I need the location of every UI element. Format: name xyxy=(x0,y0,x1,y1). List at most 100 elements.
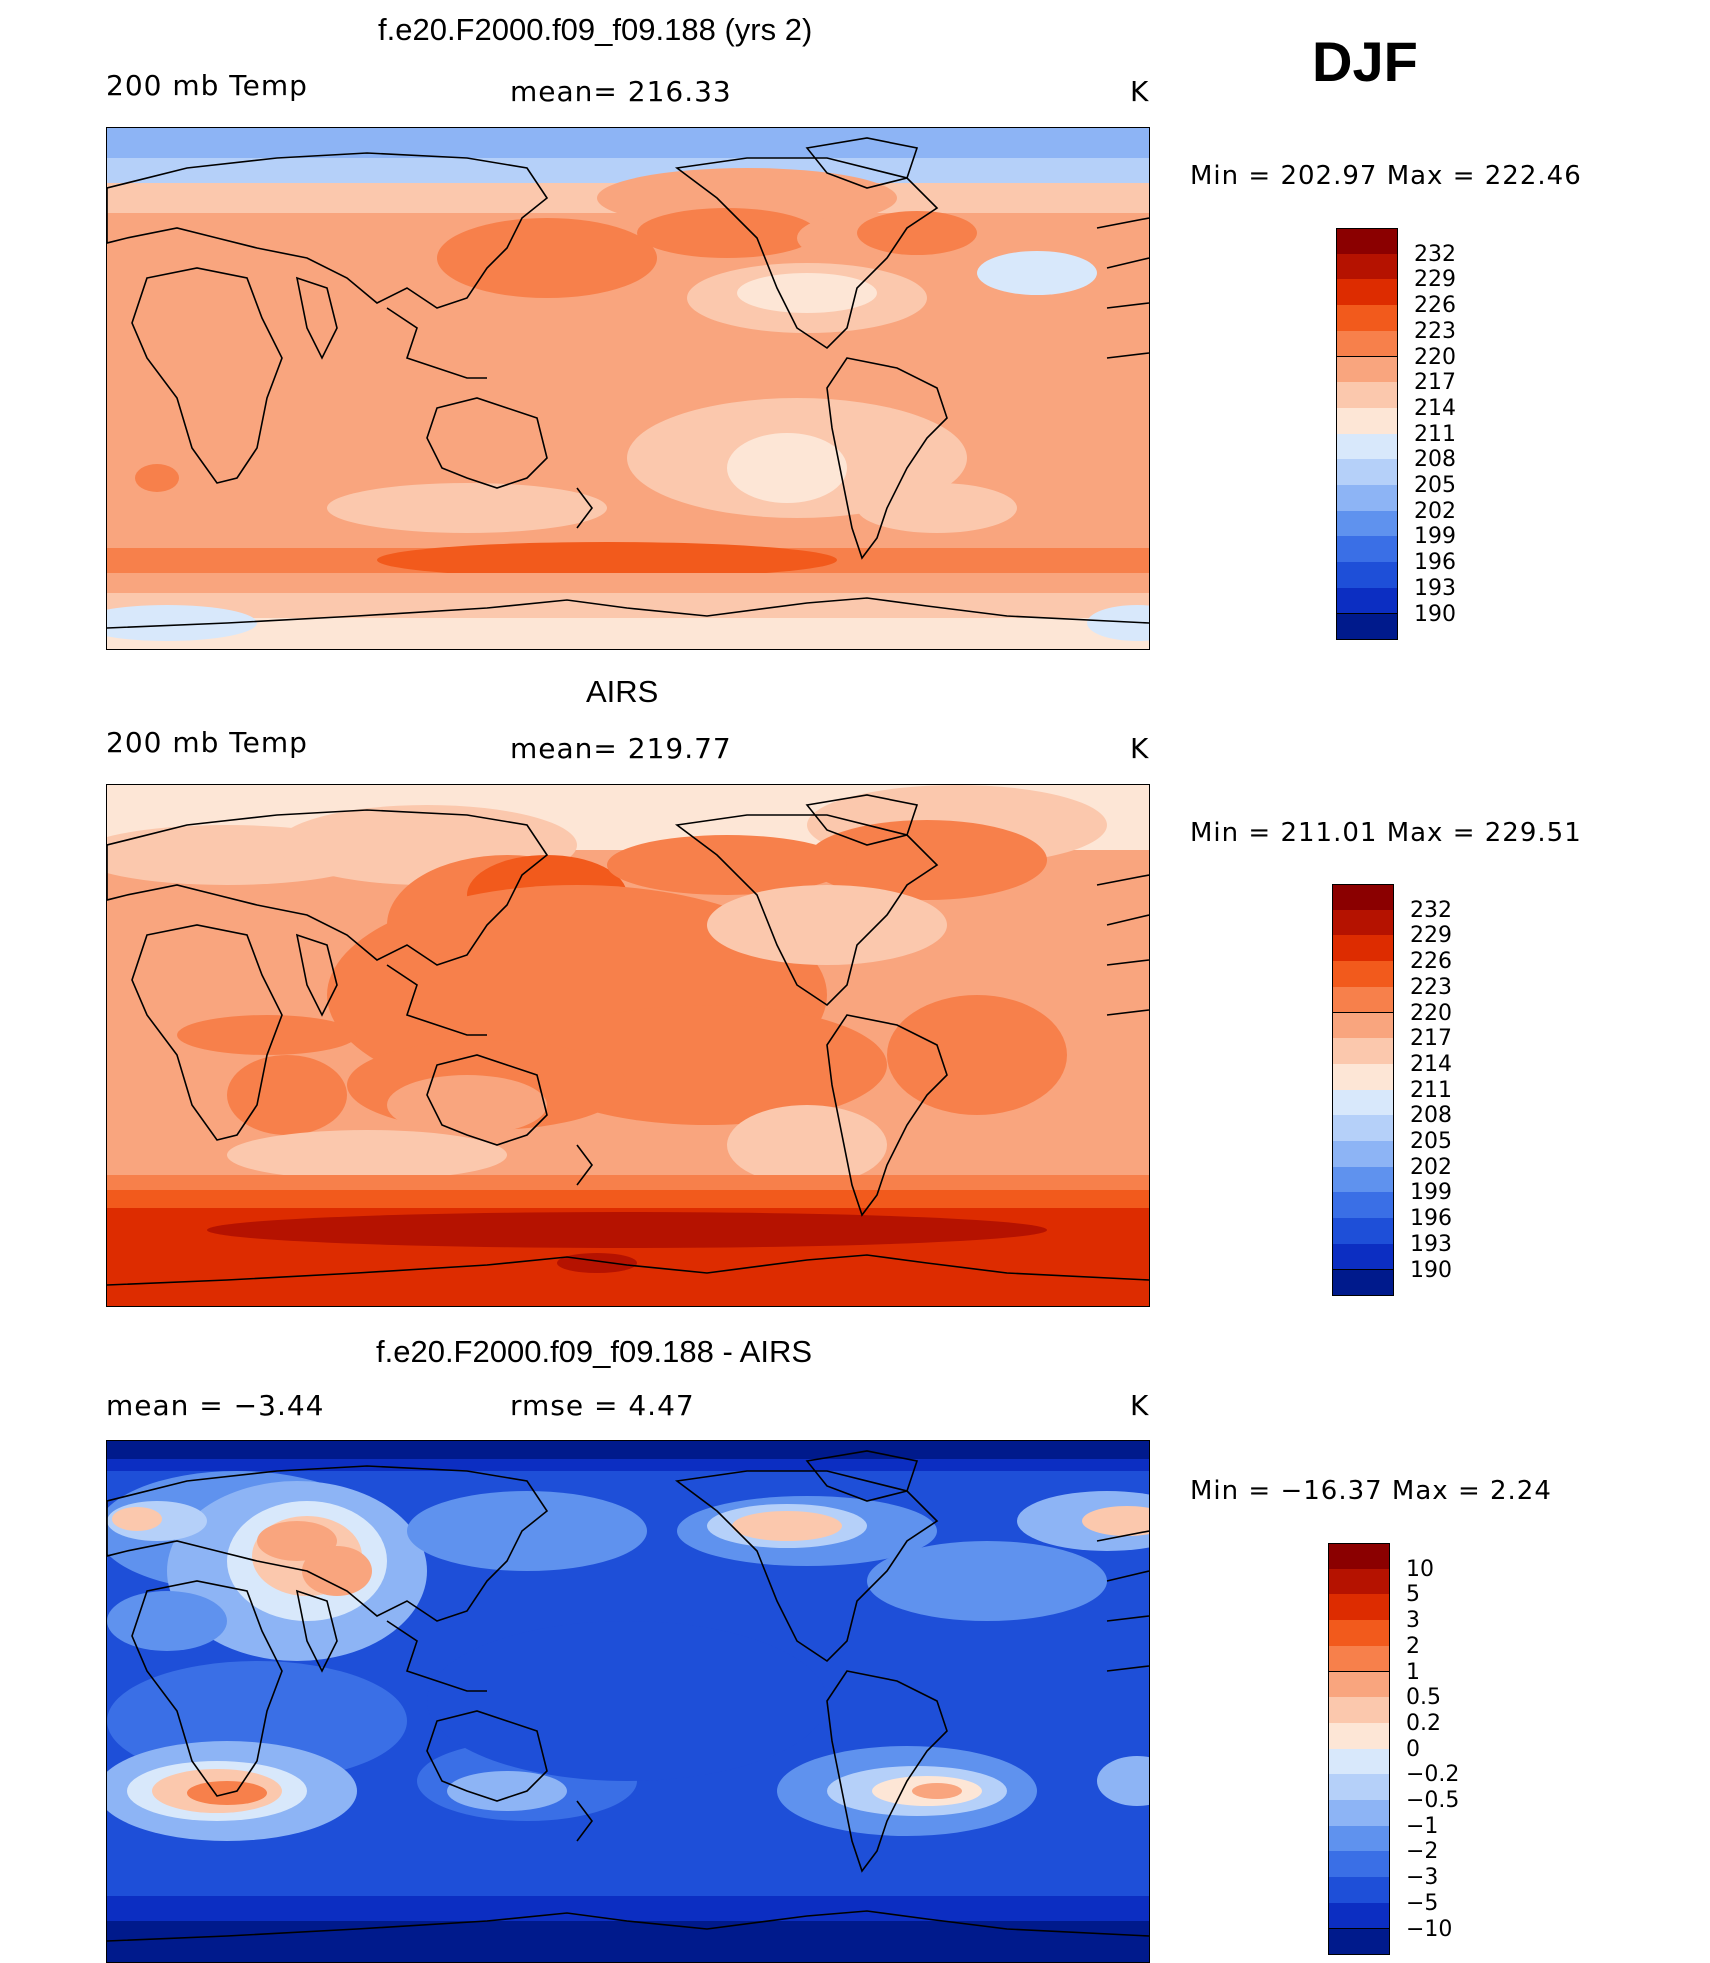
colorbar-box xyxy=(1332,986,1394,1014)
coastline xyxy=(107,1465,549,1622)
field-blob xyxy=(1087,605,1149,641)
colorbar-level-label: 10 xyxy=(1406,1556,1434,1582)
coastline xyxy=(131,267,283,484)
colorbar-level-label: 217 xyxy=(1410,1026,1452,1052)
field-blob xyxy=(377,542,837,578)
coastline xyxy=(295,276,338,360)
colorbar-box xyxy=(1332,1192,1394,1220)
colorbar-box xyxy=(1336,330,1398,358)
coastline xyxy=(107,809,549,966)
colorbar-level-label: 226 xyxy=(1414,293,1456,319)
colorbar-level-label: 3 xyxy=(1406,1608,1420,1634)
field-blob xyxy=(407,1491,647,1571)
colorbar-level-label: −3 xyxy=(1406,1865,1439,1891)
field-blob xyxy=(597,168,897,228)
field-band xyxy=(107,1175,1149,1190)
coastline xyxy=(426,397,548,489)
colorbar-level-label: 217 xyxy=(1414,370,1456,396)
colorbar-level-label: 0.5 xyxy=(1406,1685,1441,1711)
coastline xyxy=(805,1450,919,1502)
field-blob xyxy=(867,1541,1107,1621)
colorbar-level-label: −5 xyxy=(1406,1890,1439,1916)
field-band xyxy=(107,1190,1149,1208)
colorbar-box xyxy=(1332,1115,1394,1142)
colorbar-level-label: 193 xyxy=(1414,575,1456,601)
colorbar-box xyxy=(1328,1671,1390,1699)
field-blob xyxy=(977,251,1097,295)
field-blob xyxy=(437,218,657,298)
field-blob xyxy=(135,464,179,492)
colorbar-box xyxy=(1336,459,1398,486)
field-blob xyxy=(327,483,607,533)
panel-1-map xyxy=(106,127,1150,650)
field-blob xyxy=(887,995,1067,1115)
colorbar-box xyxy=(1328,1748,1390,1776)
colorbar-box xyxy=(1328,1568,1390,1596)
colorbar-box xyxy=(1336,305,1398,332)
field-blob xyxy=(177,1015,357,1055)
colorbar-level-label: 190 xyxy=(1414,601,1456,627)
coastline xyxy=(107,1910,1149,1942)
field-band xyxy=(107,573,1149,593)
colorbar-box xyxy=(1328,1902,1390,1930)
colorbar-level-label: 1 xyxy=(1406,1659,1420,1685)
colorbar-level-label: 0.2 xyxy=(1406,1710,1441,1736)
colorbar-level-label: 202 xyxy=(1414,498,1456,524)
field-blob xyxy=(207,1212,1047,1248)
colorbar-box xyxy=(1332,961,1394,988)
coastline xyxy=(426,1054,548,1146)
panel-3-title: f.e20.F2000.f09_f09.188 - AIRS xyxy=(376,1334,813,1369)
coastline xyxy=(426,1710,548,1802)
colorbar-box xyxy=(1332,1243,1394,1271)
colorbar-level-label: 0 xyxy=(1406,1736,1420,1762)
colorbar-level-label: 229 xyxy=(1410,923,1452,949)
coastline xyxy=(674,1470,939,1663)
coastline xyxy=(1096,217,1149,359)
colorbar-level-label: 196 xyxy=(1414,550,1456,576)
coastline xyxy=(131,924,283,1141)
coastline xyxy=(107,597,1149,629)
colorbar-level-label: 220 xyxy=(1414,344,1456,370)
field-blob xyxy=(857,483,1017,533)
coastline xyxy=(805,794,919,846)
panel-1-title: f.e20.F2000.f09_f09.188 (yrs 2) xyxy=(378,12,813,47)
field-band xyxy=(107,1441,1149,1459)
colorbar-level-label: 196 xyxy=(1410,1206,1452,1232)
field-blob xyxy=(112,1507,162,1531)
colorbar-level-label: −10 xyxy=(1406,1916,1453,1942)
field-blob xyxy=(732,1511,842,1541)
field-blob xyxy=(807,820,1047,900)
coastline xyxy=(107,1254,1149,1286)
colorbar-level-label: −1 xyxy=(1406,1813,1439,1839)
colorbar-box xyxy=(1332,1269,1394,1297)
colorbar-level-label: 223 xyxy=(1414,318,1456,344)
colorbar-box xyxy=(1328,1543,1390,1571)
colorbar-box xyxy=(1328,1851,1390,1879)
field-blob xyxy=(637,208,817,258)
colorbar-box xyxy=(1332,1038,1394,1065)
coastline xyxy=(576,487,593,529)
season-label: DJF xyxy=(1312,30,1418,93)
panel-3-map-canvas xyxy=(107,1441,1149,1962)
field-band xyxy=(107,618,1149,649)
colorbar-box xyxy=(1328,1620,1390,1647)
panel-2-variable-label: 200 mb Temp xyxy=(106,726,308,759)
colorbar-level-label: 190 xyxy=(1410,1257,1452,1283)
colorbar-level-label: 214 xyxy=(1410,1051,1452,1077)
coastline xyxy=(295,1589,338,1673)
colorbar-level-label: −0.5 xyxy=(1406,1788,1460,1813)
coastline xyxy=(1096,874,1149,1016)
colorbar-box xyxy=(1332,935,1394,963)
colorbar-level-label: −0.2 xyxy=(1406,1762,1460,1788)
colorbar-level-label: 223 xyxy=(1410,974,1452,1000)
panel-1-variable-label: 200 mb Temp xyxy=(106,69,308,102)
coastline xyxy=(386,1620,487,1692)
panel-1-minmax: Min = 202.97 Max = 222.46 xyxy=(1190,161,1582,191)
colorbar-box xyxy=(1328,1928,1390,1956)
field-blob xyxy=(387,1075,547,1135)
field-blob xyxy=(737,273,877,313)
colorbar-box xyxy=(1336,253,1398,281)
colorbar-level-label: 193 xyxy=(1410,1231,1452,1257)
coastline xyxy=(386,964,487,1036)
colorbar-level-label: −2 xyxy=(1406,1839,1439,1865)
